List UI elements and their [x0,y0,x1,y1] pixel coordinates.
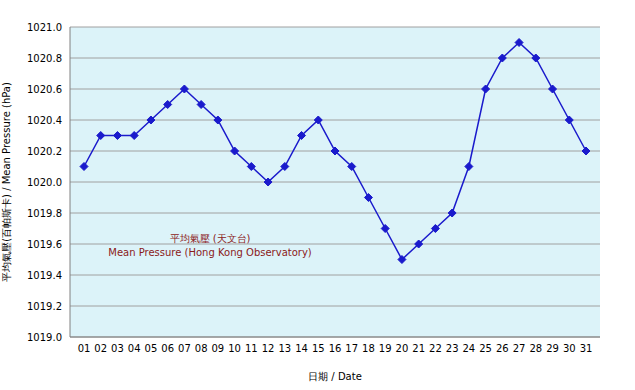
svg-text:02: 02 [94,343,107,354]
svg-text:21: 21 [412,343,425,354]
html-text:平均氣壓 (天文台): 平均氣壓 (天文台) [169,233,251,244]
svg-text:29: 29 [546,343,559,354]
svg-text:1020.0: 1020.0 [27,177,62,188]
svg-text:15: 15 [312,343,325,354]
svg-text:1019.6: 1019.6 [27,239,62,250]
svg-text:18: 18 [362,343,375,354]
svg-text:03: 03 [111,343,124,354]
svg-text:日期 / Date: 日期 / Date [308,371,362,382]
svg-text:06: 06 [161,343,174,354]
svg-text:1020.4: 1020.4 [27,115,62,126]
svg-text:1020.6: 1020.6 [27,84,62,95]
svg-text:09: 09 [211,343,224,354]
svg-text:16: 16 [329,343,342,354]
svg-text:19: 19 [379,343,392,354]
svg-text:17: 17 [345,343,358,354]
svg-text:05: 05 [145,343,158,354]
svg-text:27: 27 [513,343,526,354]
svg-text:22: 22 [429,343,442,354]
svg-text:20: 20 [396,343,409,354]
svg-text:10: 10 [228,343,241,354]
svg-text:13: 13 [278,343,291,354]
svg-text:08: 08 [195,343,208,354]
svg-text:1020.8: 1020.8 [27,53,62,64]
html-text:Mean Pressure (Hong Kong Obser: Mean Pressure (Hong Kong Observatory) [108,247,312,258]
svg-text:25: 25 [479,343,492,354]
svg-text:1019.8: 1019.8 [27,208,62,219]
svg-text:31: 31 [580,343,593,354]
svg-text:04: 04 [128,343,141,354]
svg-text:平均氣壓(百帕斯卡) / Mean Pressure (hP: 平均氣壓(百帕斯卡) / Mean Pressure (hPa) [8,82,12,282]
svg-text:23: 23 [446,343,459,354]
svg-text:12: 12 [262,343,275,354]
svg-text:28: 28 [529,343,542,354]
svg-text:1020.2: 1020.2 [27,146,62,157]
svg-text:14: 14 [295,343,308,354]
svg-text:1021.0: 1021.0 [27,22,62,33]
svg-text:07: 07 [178,343,191,354]
svg-text:11: 11 [245,343,258,354]
svg-text:24: 24 [462,343,475,354]
svg-text:1019.0: 1019.0 [27,332,62,343]
svg-text:26: 26 [496,343,509,354]
svg-text:01: 01 [78,343,91,354]
svg-text:30: 30 [563,343,576,354]
svg-text:1019.2: 1019.2 [27,301,62,312]
svg-text:1019.4: 1019.4 [27,270,62,281]
